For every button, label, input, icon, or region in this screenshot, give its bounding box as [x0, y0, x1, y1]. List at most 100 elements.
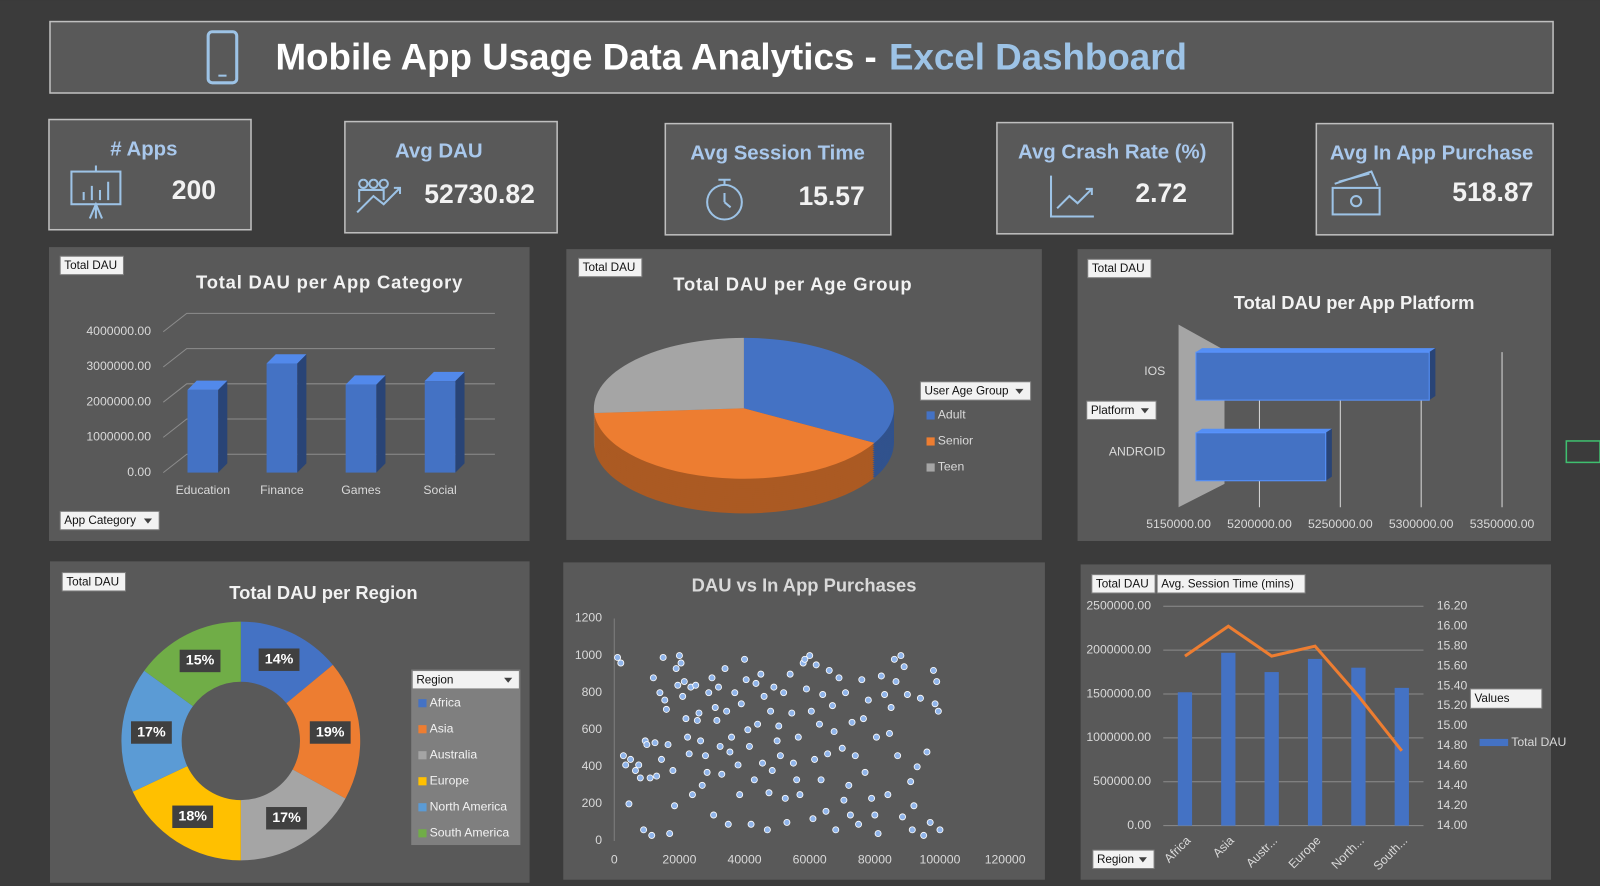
- field-button[interactable]: [1091, 574, 1156, 594]
- bar-top: [266, 354, 307, 364]
- title-highlight: Excel Dashboard: [889, 36, 1187, 77]
- scatter-point: [619, 752, 627, 760]
- scatter-point: [806, 652, 814, 660]
- kpi-value: 15.57: [798, 181, 864, 211]
- legend-label: Adult: [938, 408, 966, 422]
- scatter-point: [884, 791, 892, 799]
- pie-slice: [593, 337, 744, 414]
- field-button-label[interactable]: App Category: [64, 514, 136, 527]
- kpi-icon: [1350, 195, 1363, 208]
- y2-tick-label: 16.00: [1437, 618, 1468, 632]
- scatter-point: [648, 831, 656, 839]
- scatter-point: [838, 744, 846, 752]
- legend-label: Africa: [430, 695, 461, 709]
- scatter-point: [742, 676, 750, 684]
- bar: [1177, 692, 1193, 826]
- scatter-point: [745, 742, 753, 750]
- field-button[interactable]: [411, 670, 520, 690]
- chart-title: Total DAU per Age Group: [673, 274, 912, 295]
- legend-swatch: [926, 411, 935, 420]
- dropdown-arrow[interactable]: [1140, 408, 1149, 414]
- data-label-box: [266, 807, 307, 830]
- y2-tick-label: 15.40: [1437, 678, 1468, 692]
- kpi-icon: [1334, 170, 1379, 187]
- dropdown-arrow[interactable]: [504, 677, 513, 683]
- kpi-label: Avg In App Purchase: [1330, 143, 1534, 165]
- legend-swatch: [418, 803, 427, 812]
- scatter-point: [872, 733, 880, 741]
- legend-label: Total DAU: [1511, 735, 1566, 749]
- field-button[interactable]: [1086, 400, 1157, 421]
- legend-label: Asia: [430, 721, 454, 735]
- scatter-point: [737, 700, 745, 708]
- scatter-point: [693, 716, 701, 724]
- y2-tick-label: 15.20: [1437, 698, 1468, 712]
- scatter-point: [710, 811, 718, 819]
- field-button[interactable]: [1092, 849, 1155, 870]
- pie-slice: [743, 337, 894, 443]
- field-button-label[interactable]: Region: [416, 673, 453, 686]
- field-button-label[interactable]: Region: [1097, 853, 1134, 866]
- dropdown-arrow[interactable]: [1015, 388, 1024, 395]
- bar-top: [1195, 428, 1332, 433]
- scatter-point: [832, 826, 840, 834]
- data-label-box: [172, 805, 214, 829]
- field-button-label[interactable]: Total DAU: [583, 261, 636, 274]
- y-tick-label: 500000.00: [1093, 774, 1151, 788]
- scatter-point: [680, 678, 688, 686]
- scatter-point: [666, 830, 674, 838]
- y2-tick-label: 14.20: [1437, 798, 1468, 812]
- scatter-point: [824, 750, 832, 758]
- y-tick-label: ANDROID: [1109, 444, 1166, 458]
- bar-top: [187, 380, 228, 390]
- field-button-label[interactable]: Total DAU: [1096, 577, 1149, 590]
- y-tick-label: 1200: [575, 611, 602, 625]
- scatter-point: [775, 722, 783, 730]
- y2-tick-label: 16.20: [1437, 598, 1468, 612]
- field-button[interactable]: [59, 510, 160, 531]
- scatter-point: [848, 718, 856, 726]
- bar: [1264, 672, 1279, 826]
- title-box: [49, 20, 1554, 94]
- y-tick-label: 1000000.00: [86, 430, 151, 444]
- scatter-point: [842, 689, 849, 697]
- scatter-point: [734, 761, 742, 769]
- scatter-point: [817, 776, 825, 784]
- field-button[interactable]: [578, 257, 643, 278]
- dropdown-arrow[interactable]: [143, 518, 153, 524]
- scatter-point: [861, 768, 869, 776]
- field-button[interactable]: [1087, 258, 1152, 279]
- field-button-label[interactable]: Total DAU: [1092, 262, 1145, 275]
- scatter-point: [622, 761, 630, 769]
- phone-icon: [206, 30, 239, 85]
- field-button-label[interactable]: Platform: [1091, 404, 1135, 417]
- field-button[interactable]: [59, 255, 124, 276]
- scatter-point: [760, 692, 768, 700]
- grid-line: [162, 418, 495, 438]
- scatter-point: [724, 820, 732, 828]
- field-button-label[interactable]: Avg. Session Time (mins): [1161, 577, 1294, 590]
- y-tick-label: 4000000.00: [86, 324, 151, 338]
- scatter-point: [684, 733, 692, 741]
- field-button-label[interactable]: User Age Group: [924, 385, 1009, 398]
- scatter-point: [675, 652, 683, 660]
- y-tick-label: 2000000.00: [86, 394, 151, 408]
- data-label: 14%: [265, 651, 294, 667]
- field-button[interactable]: [1156, 574, 1306, 594]
- scatter-point: [835, 674, 843, 682]
- bar: [1195, 351, 1430, 401]
- scatter-point: [752, 679, 760, 687]
- x-tick-label: 0: [611, 853, 618, 867]
- data-label-box: [131, 721, 172, 744]
- field-button[interactable]: [919, 381, 1032, 401]
- dropdown-arrow[interactable]: [1138, 857, 1147, 863]
- y2-tick-label: 15.80: [1437, 638, 1468, 652]
- kpi-label: # Apps: [110, 139, 177, 161]
- scatter-point: [846, 811, 854, 819]
- field-button-label[interactable]: Total DAU: [66, 575, 119, 588]
- field-button[interactable]: [61, 572, 127, 592]
- x-tick-label: Finance: [260, 483, 304, 497]
- field-button-label[interactable]: Total DAU: [64, 259, 117, 272]
- scatter-point: [811, 755, 819, 763]
- y2-tick-label: 15.60: [1437, 658, 1468, 672]
